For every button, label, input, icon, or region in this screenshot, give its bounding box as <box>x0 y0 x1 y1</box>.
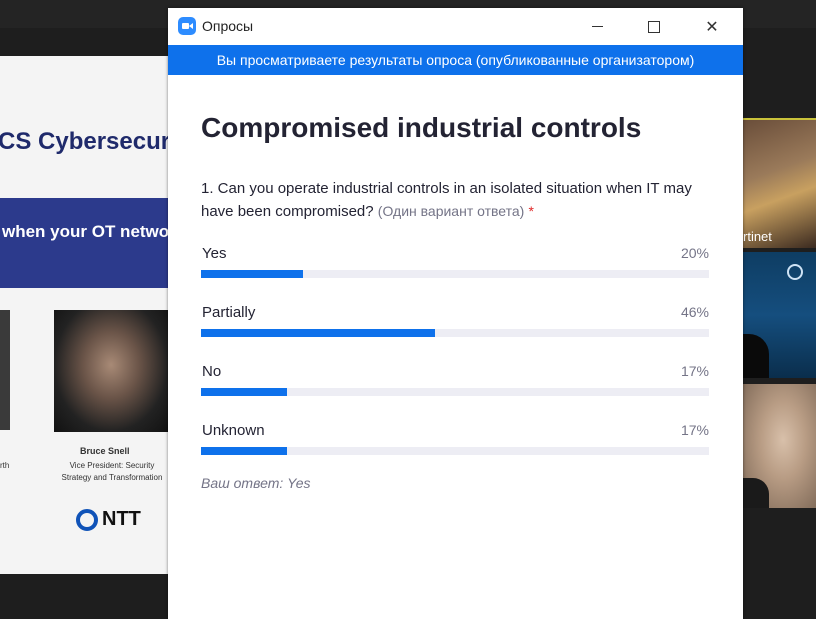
option-bar-track <box>201 329 709 337</box>
participant-silhouette <box>743 478 769 508</box>
question-hint: (Один вариант ответа) <box>377 203 525 219</box>
slide-band-text: when your OT network <box>2 222 168 241</box>
window-titlebar[interactable]: Опросы ✕ <box>168 8 743 45</box>
option-bar-fill <box>201 329 435 337</box>
poll-option-unknown: Unknown 17% <box>201 422 709 468</box>
required-mark: * <box>528 203 534 219</box>
option-bar-track <box>201 270 709 278</box>
option-label: Yes <box>202 245 227 262</box>
window-title: Опросы <box>202 18 254 34</box>
speaker-role: Vice President: Security Strategy and Tr… <box>61 461 163 482</box>
option-percent: 20% <box>680 245 709 261</box>
close-icon: ✕ <box>705 18 719 36</box>
poll-option-yes: Yes 20% <box>201 245 709 291</box>
zoom-app-icon <box>178 17 196 35</box>
option-bar-fill <box>201 270 303 278</box>
slide-title: CS Cybersecurity I <box>0 128 168 155</box>
slide-band <box>0 198 168 288</box>
participant-video-tile[interactable] <box>743 384 816 508</box>
your-answer: Ваш ответ: Yes <box>201 475 311 491</box>
speaker-left-name: rth <box>0 461 10 470</box>
option-percent: 46% <box>680 304 709 320</box>
participant-video-tile[interactable]: rtinet <box>743 118 816 248</box>
option-percent: 17% <box>680 363 709 379</box>
option-label: No <box>202 363 222 380</box>
shared-slide: CS Cybersecurity I when your OT network … <box>0 56 168 574</box>
speaker-name: Bruce Snell <box>80 446 130 456</box>
option-label: Unknown <box>202 422 265 439</box>
ntt-logo-text: NTT <box>102 508 141 530</box>
option-percent: 17% <box>680 422 709 438</box>
maximize-icon <box>648 20 660 33</box>
option-bar-track <box>201 388 709 396</box>
participant-video-tile[interactable] <box>743 252 816 378</box>
maximize-button[interactable] <box>625 8 683 45</box>
option-bar-fill <box>201 447 288 455</box>
poll-option-partially: Partially 46% <box>201 304 709 350</box>
option-label: Partially <box>202 304 256 321</box>
close-button[interactable]: ✕ <box>683 8 741 45</box>
minimize-button[interactable] <box>568 8 626 45</box>
poll-option-no: No 17% <box>201 363 709 409</box>
option-bar-fill <box>201 388 288 396</box>
polls-window: Опросы ✕ Вы просматриваете результаты оп… <box>168 8 743 619</box>
option-bar-track <box>201 447 709 455</box>
participant-name: rtinet <box>743 229 772 244</box>
poll-title: Compromised industrial controls <box>201 112 642 143</box>
poll-question: 1. Can you operate industrial controls i… <box>201 178 701 223</box>
ntt-logo-icon <box>76 508 98 531</box>
question-text: 1. Can you operate industrial controls i… <box>201 180 692 220</box>
participant-silhouette <box>743 334 769 378</box>
ntt-logo: NTT <box>76 508 141 531</box>
badge-icon <box>787 264 803 280</box>
speaker-photo <box>54 310 168 432</box>
results-banner: Вы просматриваете результаты опроса (опу… <box>168 45 743 75</box>
speaker-photo-left <box>0 310 10 430</box>
minimize-icon <box>591 26 603 27</box>
